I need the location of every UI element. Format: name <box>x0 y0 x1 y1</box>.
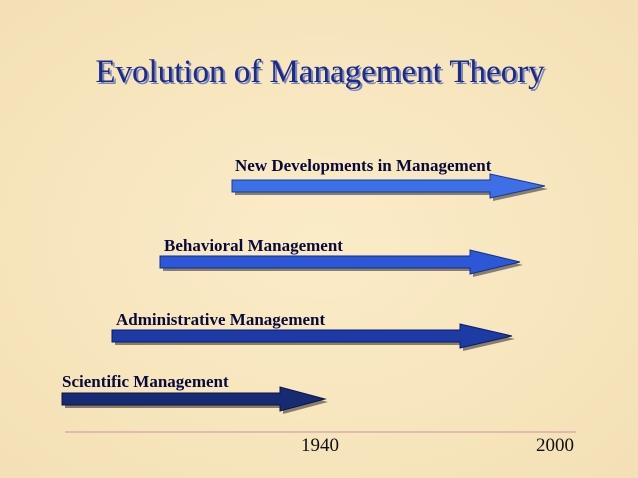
year-label: 1940 <box>301 435 339 456</box>
stage-label: Administrative Management <box>116 310 326 329</box>
stage-label: New Developments in Management <box>235 156 492 175</box>
year-label: 2000 <box>536 435 574 456</box>
title: Evolution of Management Theory <box>95 54 545 90</box>
stage-label: Behavioral Management <box>164 236 343 255</box>
stage-label: Scientific Management <box>62 372 229 391</box>
title-shadow: Evolution of Management Theory <box>97 56 547 92</box>
arrow <box>111 323 515 351</box>
arrow <box>231 173 548 201</box>
arrow <box>61 386 328 414</box>
arrow <box>159 249 523 277</box>
